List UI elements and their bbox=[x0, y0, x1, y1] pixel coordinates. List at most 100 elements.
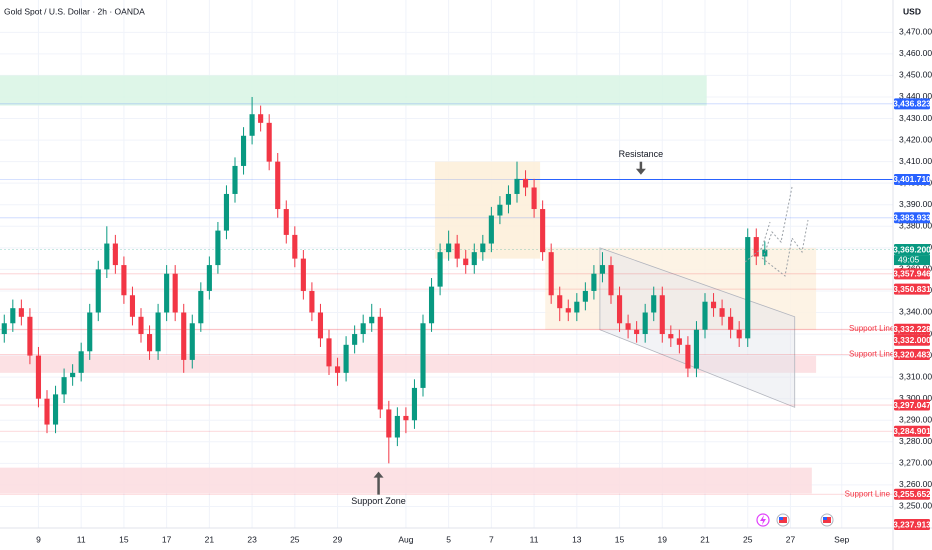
candle-body bbox=[693, 329, 700, 369]
candle-body bbox=[531, 187, 537, 210]
annotation: Resistance bbox=[619, 149, 664, 159]
candle-body bbox=[582, 290, 588, 302]
x-tick-label: 27 bbox=[786, 534, 796, 544]
support-line-label: Support Line bbox=[849, 350, 895, 359]
price-badge bbox=[894, 268, 930, 280]
y-tick-label: 3,460.000 bbox=[899, 48, 932, 58]
price-badge bbox=[894, 425, 930, 437]
candle-body bbox=[172, 273, 178, 313]
candle-body bbox=[292, 234, 298, 259]
candle-body bbox=[591, 273, 597, 291]
candle-body bbox=[258, 114, 264, 123]
candle-body bbox=[369, 316, 375, 324]
candle-body bbox=[548, 252, 554, 296]
price-badge bbox=[894, 519, 930, 530]
candle-body bbox=[266, 122, 272, 162]
projection-path bbox=[744, 221, 771, 263]
candle-body bbox=[471, 252, 477, 266]
candle-body bbox=[343, 344, 349, 373]
currency-label: USD bbox=[903, 6, 921, 16]
candle-body bbox=[659, 295, 665, 335]
candle-body bbox=[505, 193, 512, 205]
y-tick-label: 3,390.000 bbox=[899, 199, 932, 209]
candle-body bbox=[112, 243, 118, 266]
y-tick-label: 3,410.000 bbox=[899, 156, 932, 166]
zone bbox=[545, 247, 817, 330]
zone bbox=[0, 467, 812, 494]
x-tick-label: 17 bbox=[162, 534, 172, 544]
candle-body bbox=[728, 316, 734, 330]
candle-body bbox=[480, 243, 486, 253]
candle-body bbox=[95, 269, 101, 313]
annotation: Support Zone bbox=[351, 496, 406, 506]
x-tick-label: 15 bbox=[615, 534, 625, 544]
event-icon-flag bbox=[823, 517, 827, 520]
candle-body bbox=[719, 308, 725, 317]
zone bbox=[0, 75, 707, 106]
candle-body bbox=[27, 316, 33, 356]
countdown-label: 49:05 bbox=[898, 254, 920, 264]
candle-body bbox=[685, 344, 691, 369]
event-icon-flag bbox=[779, 517, 783, 520]
candle-body bbox=[223, 193, 230, 231]
x-tick-label: 23 bbox=[247, 534, 257, 544]
price-badge-label: 3,297.047 bbox=[893, 400, 931, 410]
candle-body bbox=[420, 323, 426, 388]
y-tick-label: 3,270.000 bbox=[899, 458, 932, 468]
candle-body bbox=[52, 394, 59, 425]
candle-body bbox=[437, 252, 443, 287]
y-tick-label: 3,310.000 bbox=[899, 371, 932, 381]
x-tick-label: 15 bbox=[119, 534, 129, 544]
price-badge-label: 3,284.901 bbox=[893, 426, 931, 436]
candle-body bbox=[61, 377, 67, 395]
x-tick-label: 11 bbox=[530, 534, 539, 544]
zone bbox=[0, 355, 817, 373]
candle-body bbox=[411, 387, 418, 421]
x-tick-label: 21 bbox=[205, 534, 215, 544]
candle-body bbox=[189, 323, 195, 360]
candle-body bbox=[386, 409, 392, 438]
candle-body bbox=[215, 230, 221, 266]
annotation-arrowhead bbox=[373, 471, 384, 478]
price-badge-label: 3,401.710 bbox=[893, 174, 931, 184]
candle-body bbox=[360, 323, 366, 335]
candle-body bbox=[87, 312, 93, 352]
overlay-layer: Resistance Support Zone Support Line Suppor… bbox=[351, 149, 895, 527]
y-tick-label: 3,300.000 bbox=[899, 393, 932, 403]
candle-body bbox=[334, 366, 341, 373]
candle-body bbox=[745, 237, 751, 339]
candle-body bbox=[283, 209, 289, 235]
candle-body bbox=[18, 308, 24, 317]
candle-layer bbox=[1, 96, 768, 464]
candle-body bbox=[599, 265, 606, 274]
price-badge-label: 3,369.200 bbox=[893, 244, 931, 254]
price-badge bbox=[894, 399, 930, 411]
y-tick-label: 3,280.000 bbox=[899, 436, 932, 446]
candle-body bbox=[463, 258, 469, 266]
projection-path bbox=[763, 186, 793, 256]
candle-body bbox=[642, 312, 648, 335]
x-tick-label: 19 bbox=[658, 534, 668, 544]
candle-body bbox=[309, 290, 315, 313]
candle-body bbox=[129, 295, 136, 317]
candle-body bbox=[317, 312, 324, 339]
candle-body bbox=[753, 237, 759, 257]
y-tick-label: 3,380.000 bbox=[899, 221, 932, 231]
price-badge bbox=[894, 283, 930, 295]
candle-body bbox=[300, 258, 306, 291]
candle-body bbox=[232, 165, 238, 194]
candle-body bbox=[557, 295, 563, 309]
candle-body bbox=[762, 249, 768, 257]
x-tick-label: 13 bbox=[572, 534, 582, 544]
x-tick-label: Sep bbox=[834, 534, 849, 544]
candle-body bbox=[78, 351, 84, 373]
price-badge bbox=[894, 323, 930, 335]
zone-layer bbox=[0, 75, 817, 494]
price-badge bbox=[894, 488, 930, 500]
annotation-arrowhead bbox=[635, 168, 646, 175]
candle-body bbox=[634, 329, 640, 335]
price-badge bbox=[894, 349, 930, 361]
candle-body bbox=[181, 312, 187, 360]
x-tick-label: 25 bbox=[290, 534, 300, 544]
